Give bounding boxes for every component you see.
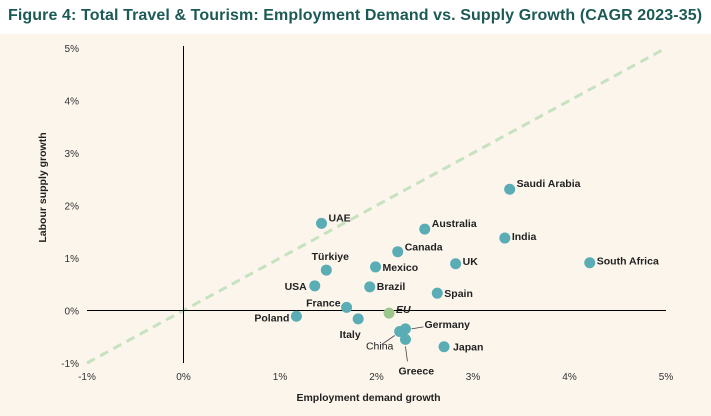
y-tick-label: -1% [61, 359, 79, 370]
y-tick-label: 5% [65, 44, 80, 55]
x-tick-label: 0% [176, 372, 191, 383]
point-label-eu: EU [396, 304, 411, 316]
reference-line-layer [86, 46, 667, 365]
point-south-africa [584, 257, 596, 269]
point-mexico [370, 261, 382, 273]
point-label-india: India [512, 231, 537, 243]
point-t-rkiye [320, 264, 332, 276]
point-label-mexico: Mexico [383, 262, 419, 274]
x-tick-label: 1% [273, 372, 288, 383]
point-label-uk: UK [463, 256, 479, 268]
y-tick-label: 0% [65, 307, 80, 318]
point-usa [309, 280, 321, 292]
scatter-chart: -1% 0% 1% 2% 3% 4% 5% -1% 0% 1% 2% 3% 4% 5% Saudi Ara… [37, 44, 673, 404]
point-label-canada: Canada [405, 242, 443, 254]
point-greece [399, 333, 411, 345]
y-tick-label: 4% [65, 97, 80, 108]
point-brazil [364, 281, 376, 293]
x-tick-label: 2% [369, 372, 384, 383]
point-label-poland: Poland [254, 312, 289, 324]
point-labels-layer: Saudi Arabia UAE Australia India Canada South… [254, 178, 659, 377]
point-canada [392, 246, 404, 258]
point-australia [419, 223, 431, 235]
point-label-china: China [366, 341, 394, 353]
point-label-brazil: Brazil [377, 281, 406, 293]
y-tick-label: 1% [65, 254, 80, 265]
point-eu [383, 307, 395, 319]
point-japan [438, 341, 450, 353]
point-france [341, 301, 353, 313]
point-label-france: France [306, 297, 341, 309]
x-tick-label: -1% [78, 372, 96, 383]
chart-panel: -1% 0% 1% 2% 3% 4% 5% -1% 0% 1% 2% 3% 4% 5% Saudi Ara… [0, 34, 711, 416]
point-spain [431, 287, 443, 299]
points-layer [290, 183, 596, 353]
point-label-t-rkiye: Türkiye [312, 251, 350, 263]
point-saudi-arabia [504, 183, 516, 195]
axes-layer [87, 46, 666, 363]
x-tick-label: 4% [562, 372, 577, 383]
tick-labels-layer: -1% 0% 1% 2% 3% 4% 5% -1% 0% 1% 2% 3% 4% 5% [61, 44, 673, 383]
point-label-italy: Italy [340, 329, 361, 341]
point-label-japan: Japan [453, 342, 483, 354]
point-label-germany: Germany [424, 319, 470, 331]
point-label-greece: Greece [398, 365, 434, 377]
figure-title: Figure 4: Total Travel & Tourism: Employ… [8, 7, 703, 24]
point-china [394, 326, 406, 337]
point-label-uae: UAE [328, 212, 350, 224]
point-italy [352, 313, 364, 325]
y-tick-label: 2% [65, 202, 80, 213]
point-uae [315, 217, 327, 229]
leader-lines-layer [381, 326, 424, 362]
reference-line [86, 46, 667, 365]
y-tick-label: 3% [65, 149, 80, 160]
x-tick-label: 3% [466, 372, 481, 383]
point-poland [290, 310, 302, 322]
leader-line-germany [411, 326, 424, 330]
leader-line-greece [405, 346, 408, 362]
x-axis-title: Employment demand growth [296, 392, 440, 404]
point-uk [450, 258, 462, 270]
point-label-usa: USA [285, 281, 308, 293]
point-label-south-africa: South Africa [597, 256, 659, 268]
point-label-australia: Australia [432, 218, 477, 230]
leader-line-china [381, 335, 395, 345]
point-label-spain: Spain [444, 288, 473, 300]
point-label-saudi-arabia: Saudi Arabia [517, 178, 581, 190]
y-axis-title: Labour supply growth [37, 132, 49, 242]
point-india [499, 232, 511, 244]
x-tick-label: 5% [659, 372, 674, 383]
